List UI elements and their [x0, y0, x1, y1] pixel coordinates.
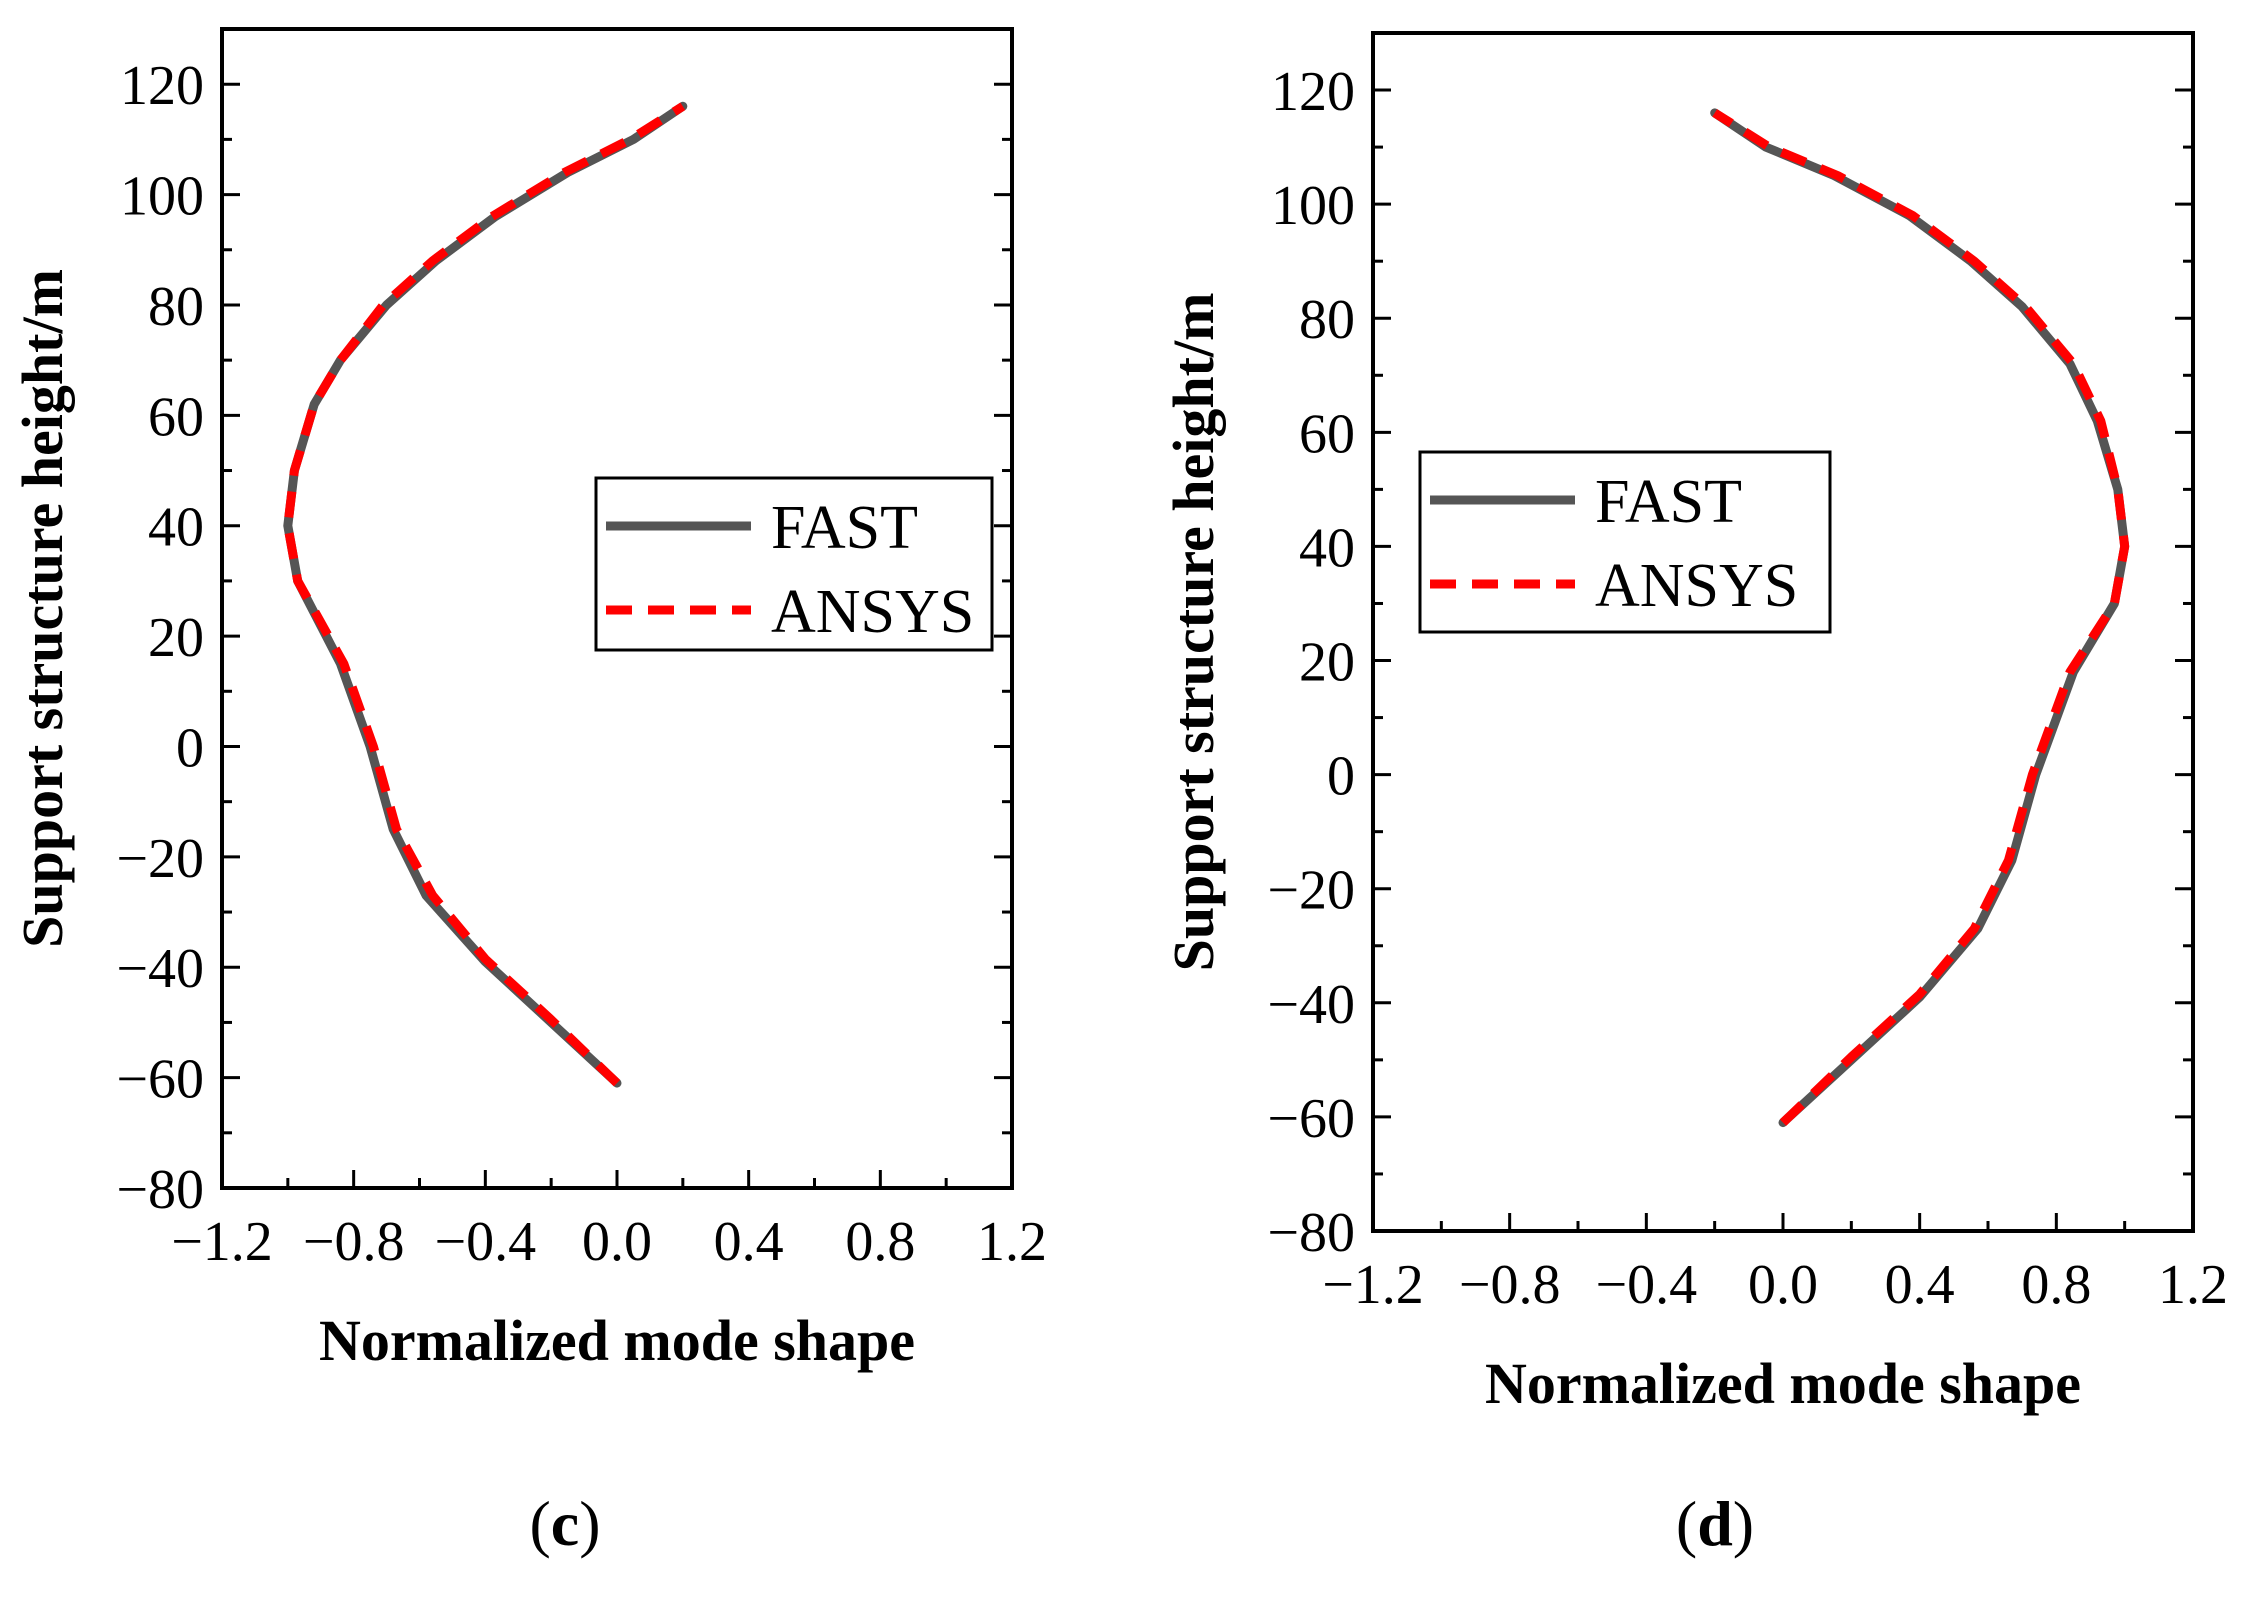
x-tick-label: −1.2 [1322, 1254, 1424, 1316]
chart-panel-d: −1.2 −0.8 −0.4 0.0 0.4 0.8 1.2 −80 −60 −40 −20 0 20 4… [1161, 31, 2228, 1559]
legend-label-fast: FAST [1595, 468, 1742, 536]
y-axis-title: Support structure height/m [1161, 293, 1226, 972]
legend-label-ansys: ANSYS [1595, 552, 1798, 620]
y-tick-label: 60 [1299, 403, 1355, 465]
y-tick-label: −80 [116, 1159, 204, 1221]
x-tick-label: −0.4 [1596, 1254, 1698, 1316]
legend-label-fast: FAST [771, 494, 918, 562]
y-tick-label: 40 [1299, 517, 1355, 579]
y-tick-label: 80 [148, 276, 204, 338]
legend-box [594, 476, 994, 652]
x-axis-title: Normalized mode shape [1485, 1351, 2081, 1416]
y-tick-label: −80 [1267, 1202, 1355, 1264]
legend: FAST ANSYS [594, 476, 994, 652]
x-tick-label: 0.0 [582, 1211, 652, 1273]
y-tick-label: −40 [116, 938, 204, 1000]
y-tick-label: −40 [1267, 974, 1355, 1036]
x-tick-label: 0.0 [1748, 1254, 1818, 1316]
legend-box [1418, 450, 1832, 634]
x-tick-label: 0.8 [845, 1211, 915, 1273]
panel-caption: (d) [1676, 1488, 1754, 1559]
y-tick-label: −20 [116, 828, 204, 890]
y-tick-label: 0 [1327, 746, 1355, 808]
series-line-ansys [1712, 109, 2130, 1126]
x-tick-label: 1.2 [2158, 1254, 2228, 1316]
y-tick-label: 120 [1271, 61, 1355, 123]
y-tick-label: 100 [1271, 175, 1355, 237]
series-line-ansys [283, 102, 686, 1087]
y-tick-label: 120 [120, 55, 204, 117]
y-tick-label: 100 [120, 166, 204, 228]
chart-panel-c: −1.2 −0.8 −0.4 0.0 0.4 0.8 1.2 −80 −60 −40 −20 0 20 4… [10, 27, 1047, 1559]
legend-label-ansys: ANSYS [771, 578, 974, 646]
y-tick-label: 60 [148, 386, 204, 448]
y-axis-title: Support structure height/m [10, 269, 75, 948]
x-tick-label: 0.4 [1885, 1254, 1955, 1316]
x-tick-label: 0.4 [714, 1211, 784, 1273]
y-tick-label: 20 [148, 607, 204, 669]
x-tick-label: −0.4 [435, 1211, 537, 1273]
x-axis-title: Normalized mode shape [319, 1308, 915, 1373]
y-tick-label: −60 [1267, 1088, 1355, 1150]
x-tick-label: 1.2 [977, 1211, 1047, 1273]
y-tick-label: −20 [1267, 860, 1355, 922]
x-tick-label: −0.8 [303, 1211, 405, 1273]
y-tick-label: −60 [116, 1049, 204, 1111]
panel-caption: (c) [529, 1488, 600, 1559]
y-tick-label: 0 [176, 717, 204, 779]
x-tick-label: 0.8 [2021, 1254, 2091, 1316]
y-tick-label: 40 [148, 497, 204, 559]
y-tick-label: 80 [1299, 289, 1355, 351]
x-tick-label: −0.8 [1459, 1254, 1561, 1316]
x-tick-label: −1.2 [171, 1211, 273, 1273]
y-tick-label: 20 [1299, 632, 1355, 694]
legend: FAST ANSYS [1418, 450, 1832, 634]
